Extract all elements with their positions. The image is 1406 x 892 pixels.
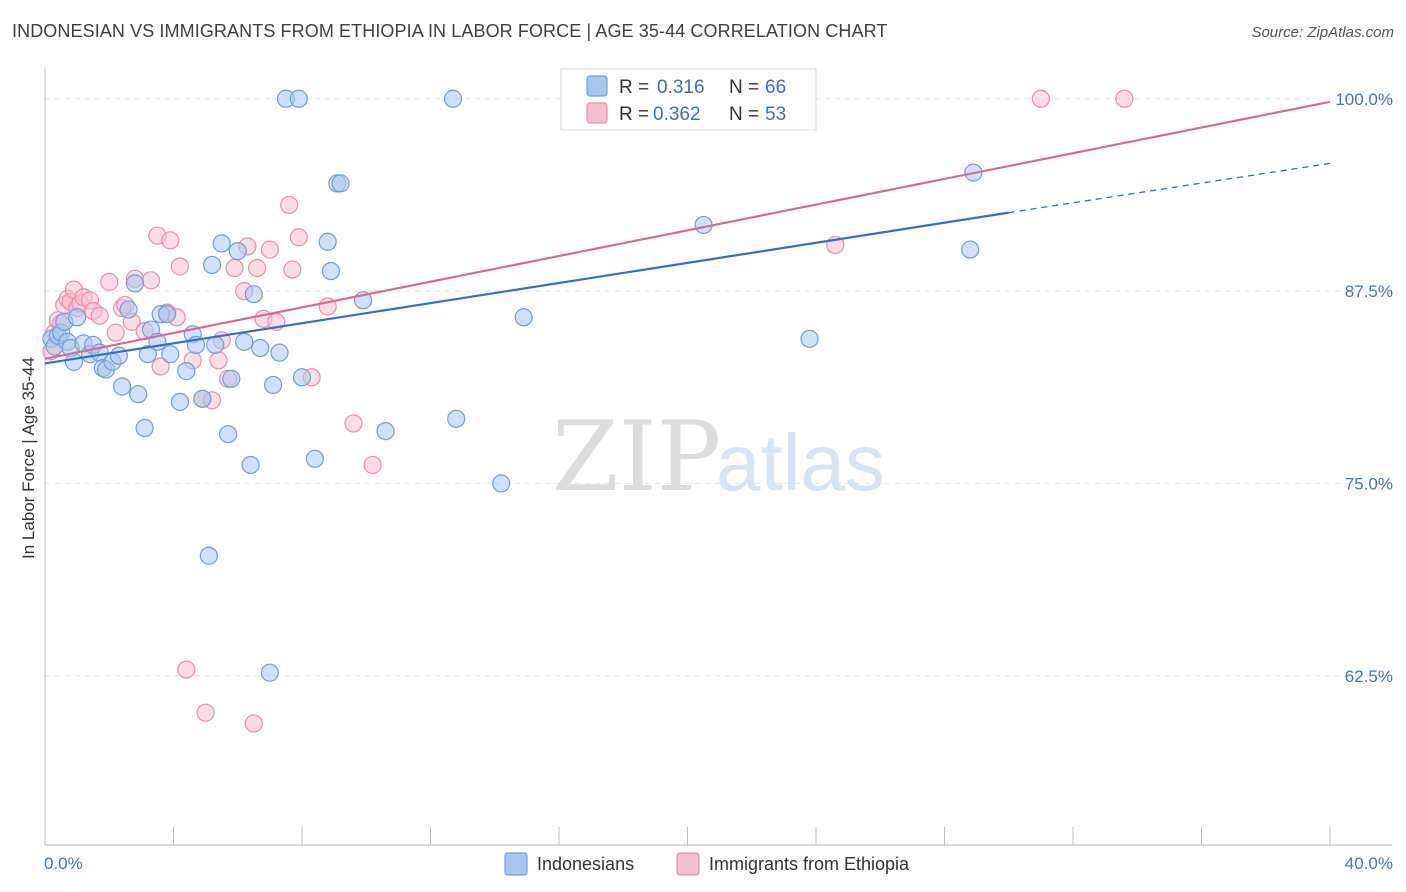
point-ethiopia [247, 258, 267, 278]
stats-legend: R = 0.316 N = 66 R = 0.362 N = 53 [560, 68, 817, 131]
point-ethiopia [151, 357, 170, 376]
point-ethiopia [280, 195, 299, 215]
point-ethiopia [363, 455, 382, 475]
legend-r-label-1: R = [619, 77, 649, 98]
point-indonesians [64, 352, 84, 371]
point-indonesians [177, 362, 196, 381]
point-indonesians [270, 343, 289, 362]
legend-n-value-1: 66 [765, 77, 786, 98]
point-indonesians [443, 89, 463, 108]
point-ethiopia [170, 257, 190, 276]
point-indonesians [206, 335, 225, 355]
grid-lines [45, 98, 1392, 677]
point-ethiopia [100, 272, 119, 291]
point-indonesians [289, 89, 308, 108]
point-indonesians [199, 546, 218, 565]
point-indonesians [318, 232, 337, 251]
trend-lines [44, 100, 1331, 365]
bottom-legend-swatch-ethiopia [676, 852, 700, 876]
y-axis-title: In Labor Force | Age 35-44 [19, 357, 38, 559]
point-ethiopia [196, 703, 215, 722]
trend-line-indonesians [44, 211, 1009, 365]
point-indonesians [251, 338, 270, 358]
bottom-legend-label-ethiopia: Immigrants from Ethiopia [709, 854, 910, 874]
legend-r-value-2: 0.362 [653, 104, 701, 125]
chart-source: Source: ZipAtlas.com [1251, 24, 1394, 41]
point-ethiopia [225, 258, 244, 278]
legend-n-label-1: N = [729, 77, 759, 98]
point-ethiopia [106, 323, 125, 342]
point-indonesians [331, 174, 350, 193]
point-ethiopia [344, 414, 363, 433]
point-ethiopia [177, 660, 196, 679]
point-ethiopia [283, 260, 302, 279]
trend-line-indonesians-extension [1008, 162, 1331, 214]
point-indonesians [129, 385, 148, 404]
point-indonesians [68, 308, 87, 327]
bottom-legend-swatch-indonesians [504, 852, 528, 876]
point-ethiopia [1031, 89, 1050, 108]
point-indonesians [376, 422, 395, 441]
legend-swatch-indonesians [586, 75, 608, 97]
point-ethiopia [209, 351, 228, 370]
y-tick-label: 87.5% [1345, 282, 1393, 301]
point-indonesians [492, 474, 511, 493]
y-tick-label: 75.0% [1345, 474, 1393, 493]
point-ethiopia [289, 228, 308, 247]
point-indonesians [263, 375, 283, 395]
legend-n-label-2: N = [729, 104, 759, 125]
point-indonesians [228, 241, 247, 261]
point-ethiopia [244, 714, 263, 733]
point-indonesians [292, 368, 312, 387]
point-indonesians [135, 418, 154, 438]
watermark: ZIP atlas [552, 401, 885, 513]
bottom-legend-label-indonesians: Indonesians [537, 854, 634, 874]
bottom-legend: Indonesians Immigrants from Ethiopia [504, 852, 910, 876]
point-indonesians [125, 274, 145, 293]
point-indonesians [219, 425, 238, 444]
axes [44, 68, 1392, 846]
point-indonesians [138, 345, 157, 364]
y-tick-label: 62.5% [1345, 667, 1393, 686]
watermark-zip: ZIP [552, 401, 721, 513]
point-indonesians [321, 261, 341, 281]
point-indonesians [161, 345, 180, 364]
point-ethiopia [1115, 89, 1134, 108]
y-tick-label: 100.0% [1335, 90, 1393, 109]
point-indonesians [260, 663, 279, 682]
trend-line-ethiopia [44, 100, 1331, 360]
point-indonesians [109, 346, 128, 365]
legend-r-label-2: R = [619, 104, 649, 125]
point-indonesians [170, 392, 190, 411]
legend-n-value-2: 53 [765, 104, 786, 125]
chart-title: INDONESIAN VS IMMIGRANTS FROM ETHIOPIA I… [12, 21, 888, 41]
point-indonesians [119, 300, 138, 319]
tick-labels: 62.5% 75.0% 87.5% 100.0% 0.0% 40.0% [44, 90, 1393, 873]
point-indonesians [244, 285, 263, 304]
point-indonesians [447, 409, 466, 428]
point-indonesians [961, 240, 980, 259]
legend-r-value-1: 0.316 [657, 77, 705, 98]
point-indonesians [514, 308, 533, 327]
point-indonesians [112, 377, 132, 396]
point-indonesians [202, 255, 222, 275]
point-indonesians [212, 234, 231, 253]
point-indonesians [800, 329, 819, 348]
point-indonesians [305, 449, 324, 468]
x-tick-label: 40.0% [1345, 854, 1393, 873]
point-indonesians [241, 455, 260, 475]
watermark-atlas: atlas [716, 418, 885, 507]
point-indonesians [193, 389, 212, 408]
point-ethiopia [141, 271, 161, 290]
point-ethiopia [161, 231, 180, 250]
point-indonesians [157, 305, 177, 324]
point-ethiopia [260, 240, 279, 259]
point-indonesians [222, 369, 241, 388]
point-ethiopia [90, 306, 109, 325]
point-indonesians [235, 332, 254, 351]
legend-swatch-ethiopia [586, 102, 608, 124]
x-tick-label: 0.0% [44, 854, 83, 873]
